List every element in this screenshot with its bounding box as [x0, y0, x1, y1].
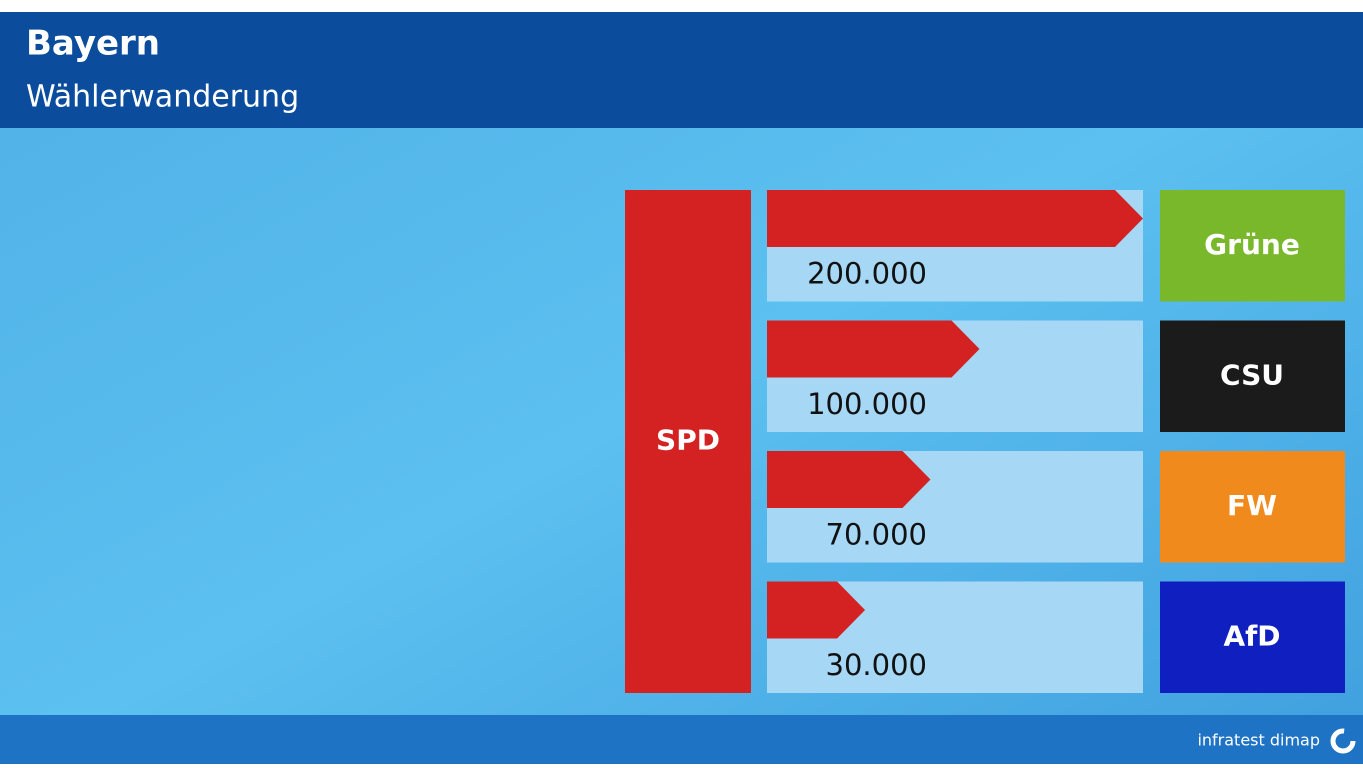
header — [0, 12, 1363, 128]
value-label: 70.000 — [826, 518, 927, 552]
party-label: Grüne — [1204, 228, 1300, 261]
source-box — [625, 190, 751, 693]
flow-arrow — [767, 320, 980, 378]
logo — [1330, 728, 1356, 754]
party-box — [1160, 581, 1345, 693]
flow-arrow — [767, 190, 1143, 247]
source-label: SPD — [656, 424, 720, 457]
party-label: CSU — [1220, 358, 1284, 391]
flow-arrow — [767, 581, 866, 639]
source: infratest dimap — [1197, 731, 1320, 750]
footer — [0, 715, 1363, 764]
party-box — [1160, 320, 1345, 432]
party-box — [1160, 190, 1345, 302]
title: Bayern — [26, 24, 160, 64]
value-label: 200.000 — [807, 257, 927, 291]
value-label: 100.000 — [807, 387, 927, 421]
value-label: 30.000 — [826, 648, 927, 682]
party-label: AfD — [1223, 619, 1280, 652]
subtitle: Wählerwanderung — [26, 80, 299, 115]
flow-arrow — [767, 451, 931, 508]
party-box — [1160, 451, 1345, 563]
party-label: FW — [1227, 489, 1277, 522]
